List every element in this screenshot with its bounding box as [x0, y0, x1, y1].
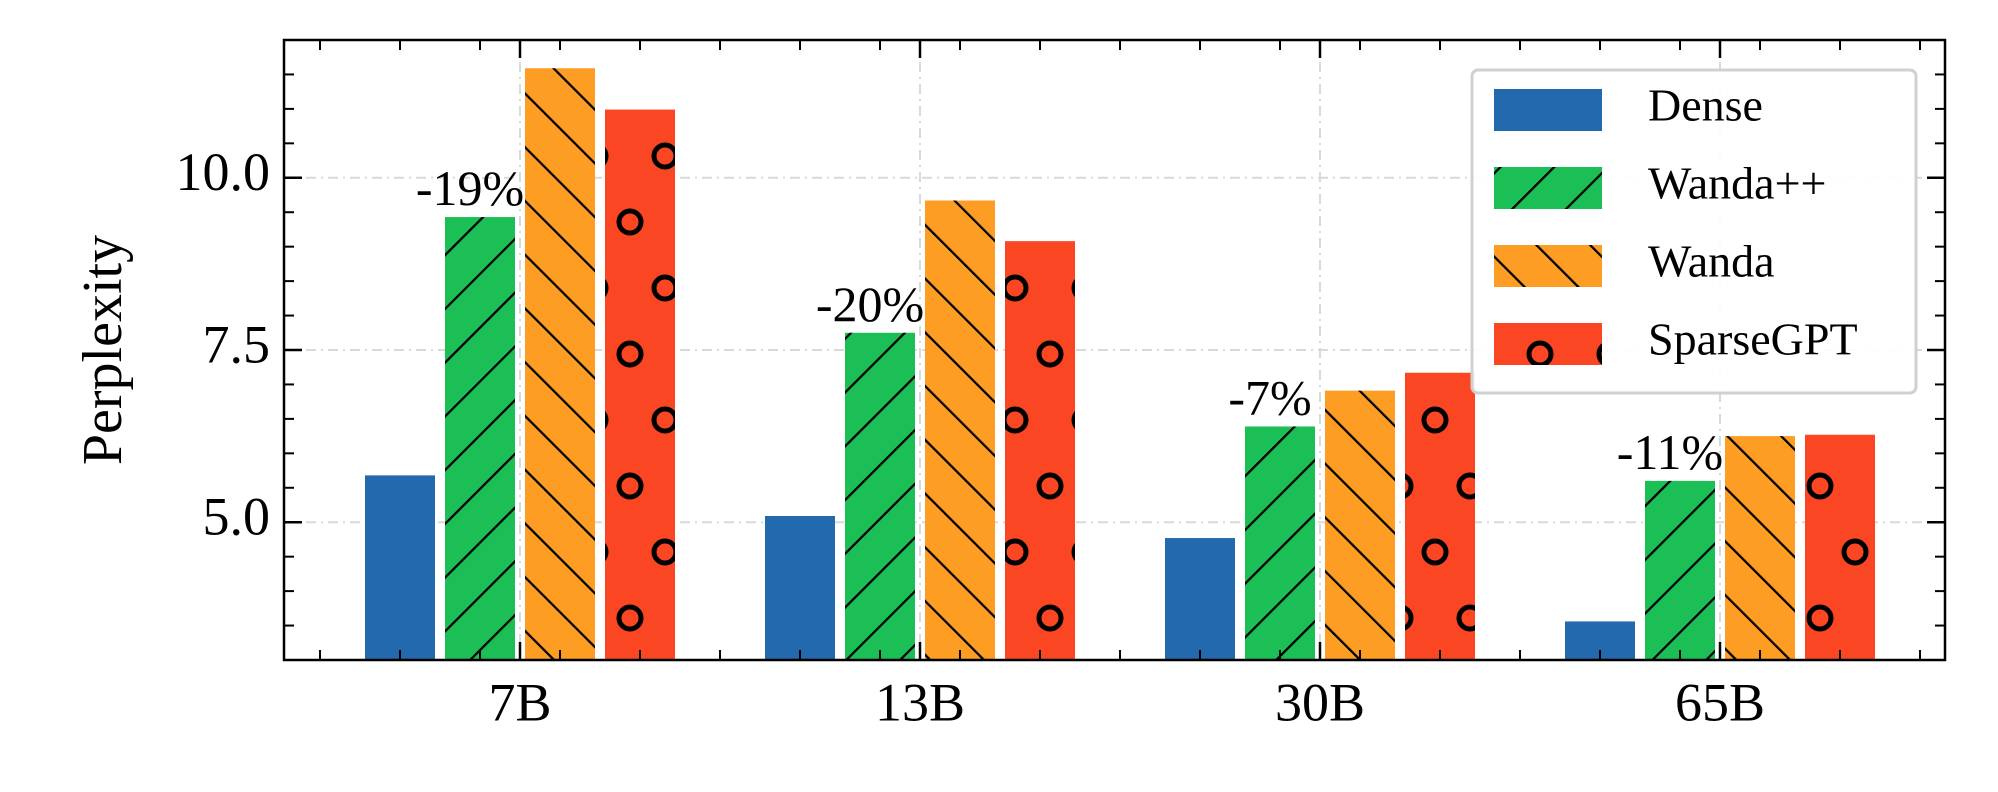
bar-dense-7b — [365, 475, 435, 660]
bar-hatch-wanda — [1325, 390, 1395, 660]
y-axis-title: Perplexity — [72, 235, 134, 465]
bar-hatch-wanda- — [1645, 480, 1715, 660]
annotation-label: -11% — [1617, 424, 1723, 480]
bar-hatch-wanda — [1725, 436, 1795, 660]
x-tick-label: 30B — [1275, 672, 1365, 732]
bar-hatch-sparsegpt — [605, 109, 675, 660]
legend-label-dense: Dense — [1648, 80, 1763, 131]
legend-hatch-wanda- — [1494, 167, 1602, 209]
y-tick-label: 10.0 — [176, 142, 271, 202]
bar-hatch-sparsegpt — [1805, 434, 1875, 660]
bar-hatch-wanda — [925, 200, 995, 660]
legend-hatch-sparsegpt — [1494, 323, 1602, 365]
x-tick-label: 65B — [1675, 672, 1765, 732]
legend-hatch-wanda — [1494, 245, 1602, 287]
legend-frame — [1470, 68, 1918, 395]
annotation-label: -19% — [416, 160, 524, 216]
axis-ticks — [284, 40, 1945, 660]
legend-label-wanda-: Wanda++ — [1648, 158, 1826, 209]
legend-label-wanda: Wanda — [1648, 236, 1775, 287]
annotation-label: -20% — [816, 276, 924, 332]
bar-hatch-wanda — [525, 68, 595, 660]
bars — [365, 68, 1875, 660]
x-tick-label: 13B — [875, 672, 965, 732]
bar-hatch-sparsegpt — [1005, 241, 1075, 660]
bar-dense-13b — [765, 516, 835, 660]
tick-labels: 5.0 7.5 10.0 7B 13B 30B 65B — [176, 142, 1766, 732]
annotations: -19% -20% -7% -11% — [416, 160, 1723, 480]
bar-hatch-wanda- — [445, 217, 515, 660]
bar-dense-30b — [1165, 538, 1235, 660]
legend: Dense Wanda++ Wanda SparseGPT — [1470, 68, 1918, 395]
x-tick-label: 7B — [488, 672, 551, 732]
y-tick-label: 5.0 — [203, 487, 271, 547]
legend-label-sparsegpt: SparseGPT — [1648, 314, 1858, 365]
y-tick-label: 7.5 — [203, 314, 271, 374]
bar-hatch-wanda- — [845, 332, 915, 660]
bar-hatch-wanda- — [1245, 426, 1315, 660]
bar-hatch-sparsegpt — [1405, 372, 1475, 660]
legend-swatch-dense — [1494, 89, 1602, 131]
annotation-label: -7% — [1228, 369, 1311, 425]
